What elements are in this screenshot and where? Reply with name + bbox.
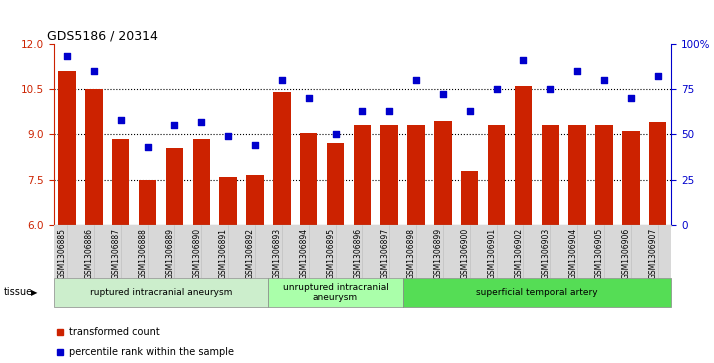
Point [411, 77, 422, 83]
Bar [353, 125, 371, 225]
Text: GSM1306896: GSM1306896 [353, 228, 363, 279]
Point [652, 73, 663, 79]
Point [276, 77, 288, 83]
Text: tissue: tissue [4, 287, 33, 297]
Point [491, 86, 503, 92]
Text: superficial temporal artery: superficial temporal artery [476, 288, 598, 297]
Bar [622, 131, 640, 225]
Text: GSM1306893: GSM1306893 [273, 228, 282, 279]
Point [545, 86, 556, 92]
Bar [166, 148, 183, 225]
Point [142, 144, 154, 150]
Text: GSM1306892: GSM1306892 [246, 228, 255, 279]
Point [222, 133, 233, 139]
Text: GSM1306895: GSM1306895 [326, 228, 336, 279]
Point [196, 119, 207, 125]
Point [61, 53, 73, 59]
Point [464, 108, 476, 114]
Bar [381, 125, 398, 225]
Bar [542, 125, 559, 225]
Text: GSM1306902: GSM1306902 [515, 228, 523, 279]
Bar [327, 143, 344, 225]
Text: GSM1306899: GSM1306899 [434, 228, 443, 279]
Bar [59, 71, 76, 225]
Text: GSM1306901: GSM1306901 [488, 228, 497, 279]
Point [571, 68, 583, 74]
Bar [515, 86, 532, 225]
Text: GSM1306890: GSM1306890 [192, 228, 201, 279]
Bar [85, 89, 103, 225]
Text: GSM1306891: GSM1306891 [219, 228, 228, 279]
Bar [434, 121, 452, 225]
Point [518, 57, 529, 63]
Bar [488, 125, 506, 225]
Text: GSM1306885: GSM1306885 [58, 228, 67, 279]
Text: GSM1306897: GSM1306897 [381, 228, 389, 279]
Text: ▶: ▶ [31, 288, 38, 297]
Text: GSM1306904: GSM1306904 [568, 228, 577, 279]
Text: GSM1306906: GSM1306906 [622, 228, 631, 279]
Text: GSM1306888: GSM1306888 [139, 228, 148, 278]
Text: GSM1306905: GSM1306905 [595, 228, 604, 279]
Point [115, 117, 126, 123]
FancyBboxPatch shape [54, 278, 268, 307]
Point [357, 108, 368, 114]
Bar [649, 122, 666, 225]
Text: GSM1306898: GSM1306898 [407, 228, 416, 279]
Text: GSM1306889: GSM1306889 [166, 228, 174, 279]
Point [383, 108, 395, 114]
Bar [193, 139, 210, 225]
Text: GSM1306886: GSM1306886 [85, 228, 94, 279]
Text: percentile rank within the sample: percentile rank within the sample [69, 347, 234, 357]
Bar [246, 175, 263, 225]
Bar [407, 125, 425, 225]
Bar [595, 125, 613, 225]
FancyBboxPatch shape [268, 278, 403, 307]
Point [437, 91, 448, 97]
Point [303, 95, 314, 101]
Bar [300, 133, 318, 225]
Bar [273, 92, 291, 225]
Text: GSM1306894: GSM1306894 [300, 228, 308, 279]
Point [598, 77, 610, 83]
Point [169, 122, 180, 128]
Text: transformed count: transformed count [69, 327, 160, 337]
Text: unruptured intracranial
aneurysm: unruptured intracranial aneurysm [283, 282, 388, 302]
Point [330, 131, 341, 137]
Point [625, 95, 637, 101]
Text: GSM1306907: GSM1306907 [649, 228, 658, 279]
Bar [568, 125, 586, 225]
Text: ruptured intracranial aneurysm: ruptured intracranial aneurysm [90, 288, 232, 297]
Bar [112, 139, 129, 225]
Bar [219, 177, 237, 225]
FancyBboxPatch shape [403, 278, 671, 307]
Point [88, 68, 99, 74]
Point [249, 142, 261, 148]
Text: GSM1306900: GSM1306900 [461, 228, 470, 279]
Bar [139, 180, 156, 225]
Bar [461, 171, 478, 225]
Text: GSM1306903: GSM1306903 [541, 228, 550, 279]
Text: GSM1306887: GSM1306887 [111, 228, 121, 279]
Text: GDS5186 / 20314: GDS5186 / 20314 [47, 29, 159, 42]
